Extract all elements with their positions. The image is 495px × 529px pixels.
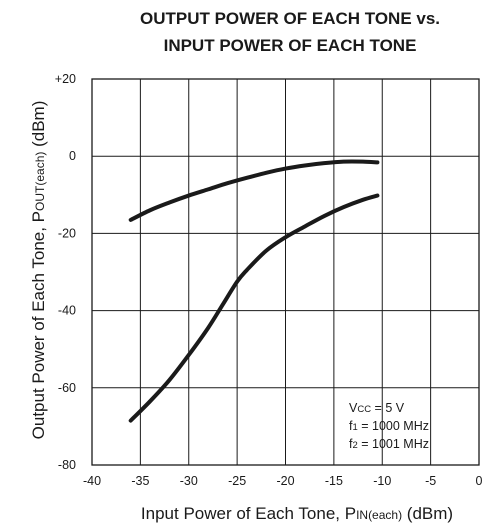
chart-title-line-2: INPUT POWER OF EACH TONE: [164, 36, 417, 55]
grid: [91, 78, 480, 466]
annotation-f2: f2 = 1001 MHz: [349, 437, 429, 451]
x-tick-label: -5: [425, 474, 436, 488]
annotation-vcc: VCC = 5 V: [349, 401, 405, 415]
annotation-box: VCC = 5 V f1 = 1000 MHz f2 = 1001 MHz: [349, 401, 429, 451]
series-line-2: [128, 193, 380, 423]
x-tick-labels: -40 -35 -30 -25 -20 -15 -10 -5 0: [83, 474, 483, 488]
x-tick-label: -15: [325, 474, 343, 488]
y-tick-label: +20: [55, 72, 76, 86]
y-axis-label: Output Power of Each Tone, POUT(each) (d…: [29, 101, 48, 440]
y-tick-labels: +20 0 -20 -40 -60 -80: [55, 72, 76, 472]
y-tick-label: -60: [58, 381, 76, 395]
curves: [128, 159, 380, 423]
x-tick-label: -30: [180, 474, 198, 488]
x-tick-label: -20: [276, 474, 294, 488]
y-tick-label: 0: [69, 149, 76, 163]
plot-frame: [91, 78, 480, 466]
series-line-1: [128, 159, 380, 222]
x-tick-label: -40: [83, 474, 101, 488]
y-tick-label: -20: [58, 226, 76, 240]
x-tick-label: 0: [476, 474, 483, 488]
chart-title-line-1: OUTPUT POWER OF EACH TONE vs.: [140, 9, 440, 28]
x-tick-label: -35: [131, 474, 149, 488]
x-axis-label: Input Power of Each Tone, PIN(each) (dBm…: [141, 504, 453, 523]
y-tick-label: -40: [58, 304, 76, 318]
x-tick-label: -25: [228, 474, 246, 488]
annotation-f1: f1 = 1000 MHz: [349, 419, 429, 433]
x-tick-label: -10: [373, 474, 391, 488]
y-tick-label: -80: [58, 458, 76, 472]
